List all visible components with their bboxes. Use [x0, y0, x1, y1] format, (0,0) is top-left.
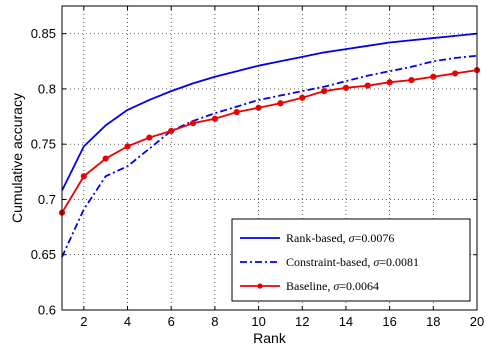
series-point-3 — [299, 94, 306, 101]
y-axis-title: Cumulative accuracy — [9, 93, 25, 223]
x-tick-label: 2 — [80, 314, 87, 329]
y-tick-label: 0.65 — [31, 247, 56, 262]
axis-ticks — [62, 6, 478, 311]
tick-labels: 2 4 6 8 10 12 14 16 18 20 0.6 0.65 0.7 0.75 0.8 0.85 — [31, 26, 485, 329]
y-tick-label: 0.75 — [31, 137, 56, 152]
legend-marker — [257, 283, 263, 289]
y-tick-label: 0.7 — [38, 192, 56, 207]
series-line-2 — [61, 54, 478, 258]
series-point-3 — [430, 73, 437, 80]
y-tick-label: 0.8 — [38, 81, 56, 96]
series-point-3 — [321, 88, 328, 95]
series-point-3 — [342, 84, 350, 91]
series-point-3 — [233, 109, 240, 116]
x-tick-label: 8 — [211, 314, 218, 329]
y-tick-label: 0.6 — [38, 303, 56, 318]
series-point-3 — [386, 79, 393, 86]
series-point-3 — [146, 134, 153, 141]
series-line-1 — [61, 32, 478, 192]
plot-frame — [61, 5, 478, 311]
legend-label: Rank-based, σ=0.0076 — [286, 231, 394, 245]
series-point-3 — [102, 155, 109, 162]
x-tick-label: 20 — [470, 314, 484, 329]
x-tick-label: 12 — [295, 314, 309, 329]
y-tick-label: 0.85 — [31, 26, 56, 41]
series-line-3 — [61, 69, 478, 214]
x-tick-label: 10 — [251, 314, 265, 329]
series-point-3 — [168, 127, 175, 135]
legend-label: Baseline, σ=0.0064 — [286, 279, 379, 293]
series-point-3 — [189, 120, 197, 127]
legend-box — [231, 218, 471, 302]
series-layer — [58, 32, 481, 258]
series-point-3 — [255, 104, 262, 111]
series-point-3 — [277, 100, 284, 107]
series-point-3 — [364, 82, 371, 89]
series-point-3 — [408, 76, 415, 84]
x-tick-label: 4 — [124, 314, 131, 329]
series-point-3 — [80, 173, 87, 180]
legend-label: Constraint-based, σ=0.0081 — [286, 255, 419, 269]
legend: Rank-based, σ=0.0076 Constraint-based, σ=… — [231, 218, 471, 302]
series-point-3 — [211, 115, 218, 122]
x-tick-label: 6 — [168, 314, 175, 329]
x-tick-label: 16 — [382, 314, 396, 329]
x-tick-label: 18 — [426, 314, 440, 329]
x-axis-title: Rank — [253, 330, 287, 346]
series-point-3 — [452, 70, 459, 77]
series-point-3 — [124, 143, 131, 150]
x-tick-label: 14 — [339, 314, 353, 329]
